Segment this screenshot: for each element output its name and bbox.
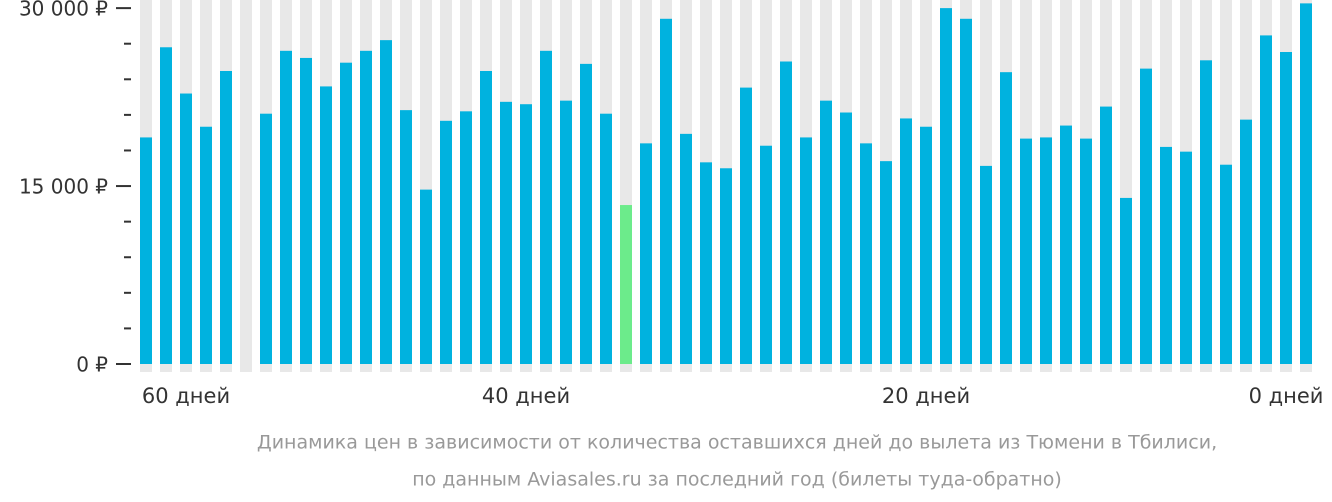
bar bbox=[860, 143, 872, 364]
bar bbox=[760, 145, 772, 364]
bar bbox=[1060, 125, 1072, 364]
bar bbox=[500, 101, 512, 364]
bar bbox=[480, 70, 492, 364]
bar bbox=[920, 126, 932, 365]
bar bbox=[340, 62, 352, 364]
bar bbox=[520, 104, 532, 365]
caption: по данным Aviasales.ru за последний год … bbox=[412, 469, 1062, 491]
bar bbox=[380, 40, 392, 364]
bar bbox=[180, 93, 192, 364]
bar bbox=[1300, 3, 1312, 364]
bar bbox=[840, 112, 852, 365]
bar bbox=[660, 18, 672, 364]
bar bbox=[640, 143, 652, 364]
bar bbox=[880, 161, 892, 364]
bar bbox=[1200, 60, 1212, 365]
bar bbox=[1140, 68, 1152, 364]
bar bbox=[680, 133, 692, 364]
bar bbox=[700, 162, 712, 364]
bar bbox=[1180, 151, 1192, 364]
x-tick-label: 20 дней bbox=[882, 384, 970, 408]
bar bbox=[800, 137, 812, 364]
bar bbox=[820, 100, 832, 364]
bar bbox=[720, 168, 732, 364]
bar bbox=[1040, 137, 1052, 364]
bar bbox=[200, 126, 212, 365]
bar bbox=[360, 50, 372, 365]
bar bbox=[740, 87, 752, 365]
bar bbox=[1020, 138, 1032, 364]
bar bbox=[580, 63, 592, 364]
bar bbox=[540, 50, 552, 365]
bar bbox=[140, 137, 152, 364]
bar bbox=[940, 8, 952, 365]
bar bbox=[1240, 119, 1252, 365]
bar bbox=[1080, 138, 1092, 364]
bar bbox=[260, 113, 272, 364]
bar bbox=[220, 70, 232, 364]
x-tick-label: 60 дней bbox=[142, 384, 230, 408]
bar bbox=[160, 47, 172, 364]
bar bbox=[1000, 72, 1012, 365]
bar bbox=[900, 118, 912, 364]
bar bbox=[400, 110, 412, 364]
bar bbox=[280, 50, 292, 365]
bar bbox=[980, 165, 992, 364]
x-tick-label: 40 дней bbox=[482, 384, 570, 408]
bar bbox=[780, 61, 792, 364]
bar bbox=[1280, 52, 1292, 365]
bar bbox=[1120, 197, 1132, 364]
x-tick-label: 0 дней bbox=[1249, 384, 1324, 408]
bar bbox=[560, 100, 572, 364]
bar bbox=[1220, 164, 1232, 364]
bar bbox=[320, 86, 332, 364]
bar bbox=[460, 111, 472, 364]
bar bbox=[960, 18, 972, 364]
bar bbox=[1260, 35, 1272, 364]
bar bbox=[420, 189, 432, 364]
bar bbox=[600, 113, 612, 364]
bar bbox=[440, 120, 452, 365]
bar bbox=[1160, 146, 1172, 364]
y-tick-label: 30 000 ₽ bbox=[19, 0, 108, 21]
bar bbox=[1100, 106, 1112, 364]
caption: Динамика цен в зависимости от количества… bbox=[257, 432, 1217, 454]
y-tick-label: 15 000 ₽ bbox=[19, 175, 108, 199]
bar bbox=[300, 57, 312, 365]
bar bbox=[620, 205, 632, 364]
y-tick-label: 0 ₽ bbox=[76, 353, 108, 377]
column-background bbox=[240, 0, 252, 372]
